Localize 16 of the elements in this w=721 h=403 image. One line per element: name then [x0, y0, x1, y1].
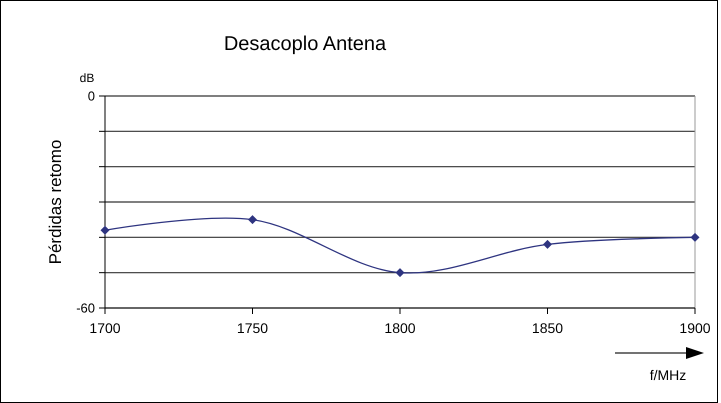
y-tick-label: -60	[76, 300, 95, 316]
point	[100, 226, 110, 235]
x-tick-label: 1700	[89, 320, 121, 336]
x-tick-label: 1850	[532, 320, 564, 336]
y-axis-title: Pérdidas retomo	[46, 140, 65, 264]
point	[690, 232, 700, 242]
point	[543, 240, 552, 249]
point	[248, 215, 257, 224]
x-tick-label: 1900	[679, 320, 711, 336]
x-axis-title: f/MHz	[650, 367, 686, 383]
x-tick-label: 1750	[236, 320, 268, 336]
y-tick-label: 0	[88, 88, 95, 104]
x-tick-label: 1800	[384, 320, 416, 336]
point	[396, 268, 404, 278]
chart-title: Desacoplo Antena	[224, 33, 388, 55]
text: dB	[80, 71, 94, 85]
